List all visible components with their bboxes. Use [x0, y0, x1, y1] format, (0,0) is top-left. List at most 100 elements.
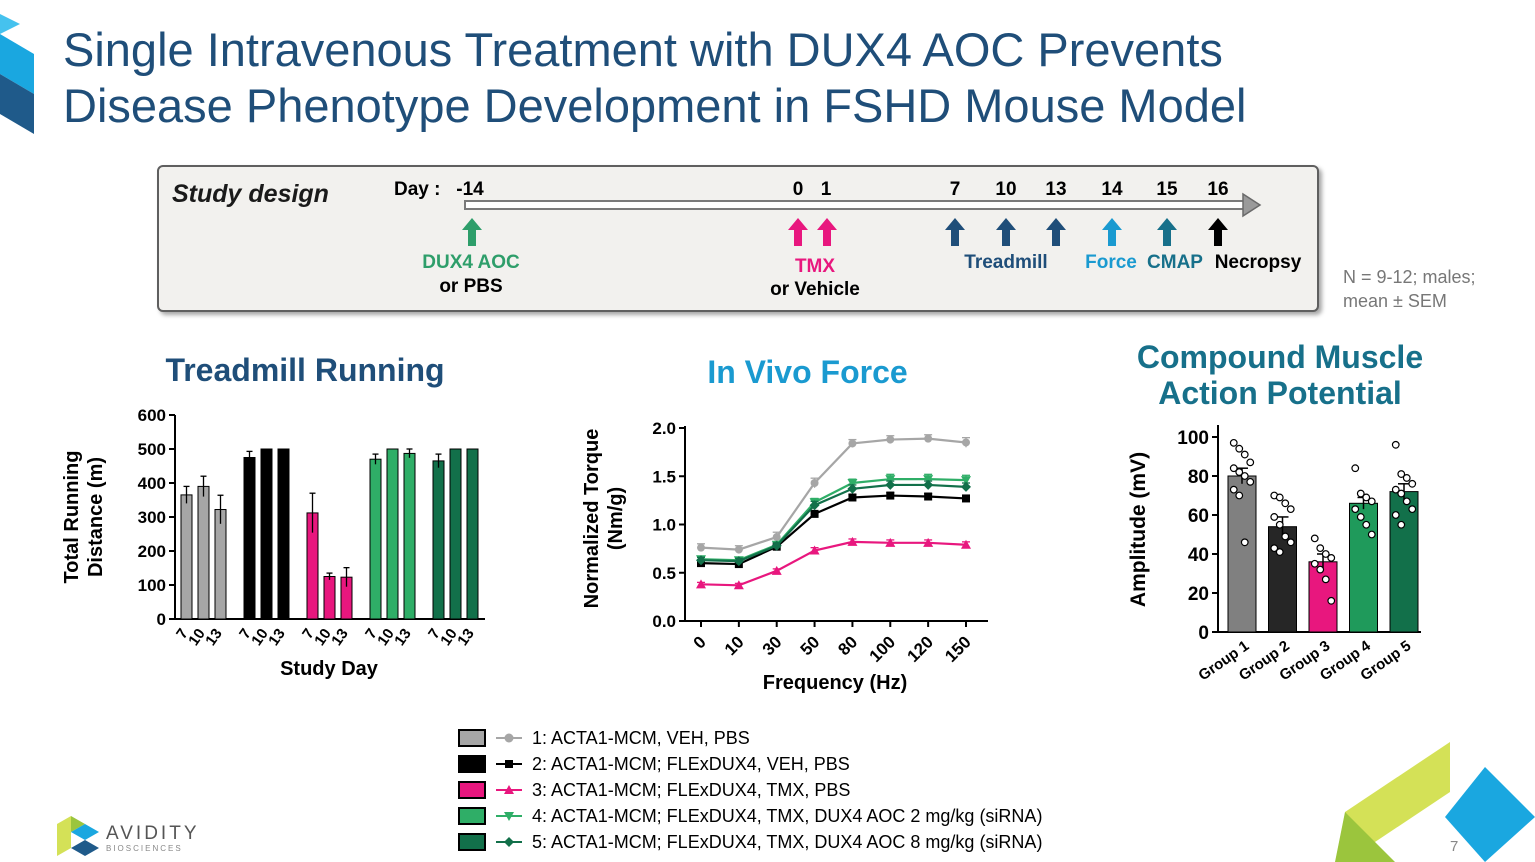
legend-triangle-up-marker-icon [496, 785, 522, 794]
legend-swatch [458, 781, 486, 799]
individual-point [1391, 511, 1400, 519]
event-label-force: Force [1085, 252, 1137, 273]
data-point [697, 543, 705, 552]
individual-point [1321, 550, 1330, 558]
data-point [924, 492, 933, 501]
individual-point [1235, 468, 1244, 476]
individual-point [1286, 538, 1295, 547]
study-design-panel [157, 165, 1319, 312]
individual-point [1402, 497, 1411, 506]
individual-point [1327, 596, 1336, 605]
y-tick-label: 400 [138, 474, 166, 493]
note-line: N = 9-12; males; [1343, 267, 1476, 287]
data-point [847, 479, 858, 489]
y-tick-label: 300 [138, 508, 166, 527]
individual-point [1275, 493, 1284, 502]
y-tick-label: 60 [1188, 506, 1209, 527]
note-line: mean ± SEM [1343, 291, 1447, 311]
event-label-treadmill: Treadmill [964, 252, 1048, 273]
bar [466, 448, 479, 620]
y-tick-label: 1.5 [652, 467, 676, 486]
day-number: 16 [1207, 179, 1229, 200]
bar [277, 448, 290, 620]
data-point [962, 438, 970, 447]
legend-label: 2: ACTA1-MCM; FLExDUX4, VEH, PBS [532, 753, 850, 774]
x-tick-label: 120 [903, 632, 936, 665]
individual-point [1316, 565, 1325, 574]
x-tick-label: 10 [721, 632, 748, 659]
y-tick-label: 600 [138, 406, 166, 425]
individual-point [1229, 464, 1238, 473]
cmap-title-line: Action Potential [1158, 375, 1402, 411]
y-tick-label: 100 [1177, 428, 1209, 449]
data-point [962, 494, 970, 503]
data-point [885, 479, 896, 490]
y-tick-label: 100 [138, 576, 166, 595]
individual-point [1229, 485, 1238, 494]
individual-point [1351, 464, 1360, 473]
data-point [772, 533, 781, 542]
bar [180, 494, 193, 620]
data-point [809, 500, 820, 511]
data-point [734, 545, 743, 554]
bar [243, 457, 256, 620]
legend-label: 4: ACTA1-MCM; FLExDUX4, TMX, DUX4 AOC 2 … [532, 805, 1043, 826]
legend-circle-marker-icon [496, 733, 522, 743]
logo-subtitle: BIOSCIENCES [106, 844, 183, 853]
x-tick-label: 10 [248, 626, 271, 649]
individual-point [1310, 534, 1319, 543]
data-point [885, 537, 896, 547]
bar [323, 576, 336, 620]
force-arrow-icon [1102, 218, 1122, 246]
y-axis-title: Amplitude (mV) [1127, 452, 1150, 607]
y-axis-title: Normalized Torque (Nm/g) [581, 429, 627, 609]
treadmill-arrow-icon [1046, 218, 1066, 246]
force-chart: 0.0 0.5 1.0 1.5 2.0 0 10 30 50 80 100 120 150 Normali… [581, 419, 988, 694]
y-tick-label: 80 [1188, 467, 1209, 488]
x-tick-label: 10 [185, 626, 208, 649]
data-point [886, 491, 895, 500]
day-number: 10 [995, 179, 1017, 200]
data-point [923, 537, 934, 547]
individual-point [1240, 450, 1249, 459]
individual-point [1356, 489, 1365, 498]
data-point [848, 493, 857, 502]
data-point [961, 476, 971, 486]
event-label-tmx: TMX [794, 256, 836, 277]
series-line [700, 494, 967, 566]
force-chart-title: In Vivo Force [707, 354, 908, 390]
legend-label: 5: ACTA1-MCM; FLExDUX4, TMX, DUX4 AOC 8 … [532, 831, 1043, 852]
y-tick-label: 0.5 [652, 564, 676, 583]
x-tick-label: 13 [391, 626, 414, 649]
y-tick-label: 500 [138, 440, 166, 459]
y-axis-title-line: Normalized Torque [581, 429, 603, 609]
cmap-chart-title: Compound Muscle Action Potential [1110, 339, 1450, 411]
day-number: 14 [1101, 179, 1123, 200]
individual-point [1310, 559, 1319, 568]
y-tick-label: 0 [1198, 623, 1209, 644]
y-tick-label: 20 [1188, 584, 1209, 605]
event-label-tmx-sub: or Vehicle [770, 279, 860, 300]
x-tick-label: 80 [834, 632, 861, 659]
event-label-cmap: CMAP [1147, 252, 1203, 273]
y-tick-label: 40 [1188, 545, 1209, 566]
y-axis-title-line: Total Running [61, 451, 83, 584]
x-axis-title: Study Day [280, 658, 379, 680]
event-label-aoc: DUX4 AOC [422, 252, 520, 273]
cmap-arrow-icon [1157, 218, 1177, 246]
study-design-title: Study design [172, 180, 329, 208]
treadmill-chart: 0 100 200 300 400 500 600 Total Running Distance… [61, 406, 485, 680]
data-point [961, 481, 971, 492]
y-tick-label: 0.0 [652, 612, 676, 631]
legend-swatch [458, 729, 486, 747]
individual-point [1275, 520, 1284, 529]
timeline-arrows [462, 192, 1262, 246]
brand-corner-shape [0, 14, 34, 134]
x-tick-label: 50 [797, 632, 824, 659]
day-number: 1 [820, 179, 832, 200]
bar [197, 485, 210, 620]
x-tick-label: 100 [866, 632, 899, 665]
data-point [961, 539, 971, 549]
individual-point [1402, 474, 1411, 482]
legend-swatch [458, 807, 486, 825]
